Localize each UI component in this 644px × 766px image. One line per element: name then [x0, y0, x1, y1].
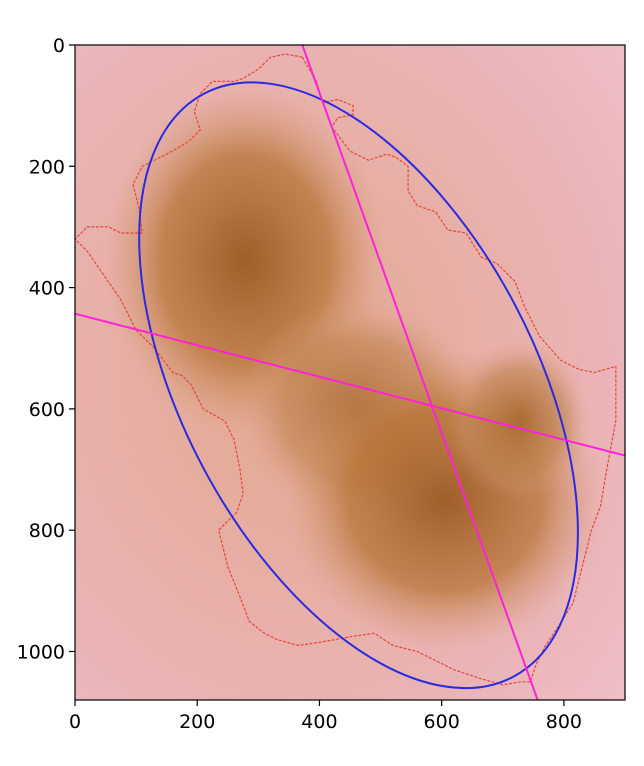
x-tick-label: 0: [69, 711, 81, 733]
plot-frame: [74, 44, 626, 701]
dermoscopy-image: [75, 45, 625, 700]
y-tick-label: 800: [29, 520, 65, 542]
lesion-pigment-right: [450, 340, 590, 500]
y-tick-label: 200: [29, 156, 65, 178]
x-axis: 0 200 400 600 800: [69, 700, 582, 733]
y-tick-label: 400: [29, 278, 65, 300]
y-axis: 0 200 400 600 800 1000: [17, 35, 75, 663]
major-axis-line: [301, 45, 539, 700]
x-tick-label: 400: [301, 711, 337, 733]
x-tick-label: 200: [179, 711, 215, 733]
y-tick-label: 0: [53, 35, 65, 57]
x-tick-label: 800: [546, 711, 582, 733]
y-tick-label: 600: [29, 399, 65, 421]
fitted-ellipse: [138, 81, 579, 690]
x-tick-label: 600: [424, 711, 460, 733]
y-tick-label: 1000: [17, 641, 65, 663]
minor-axis-line: [75, 312, 625, 457]
